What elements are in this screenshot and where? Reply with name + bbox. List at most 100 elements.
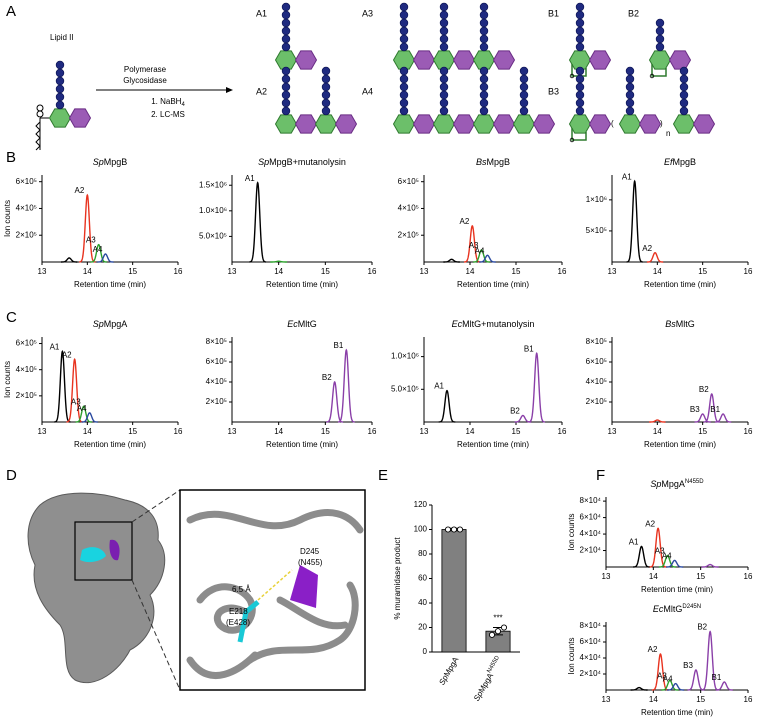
distance-label: 6.5 Å	[232, 585, 251, 594]
title-rest: MpgA	[477, 671, 496, 694]
amino-acid	[281, 82, 291, 92]
peak	[61, 257, 78, 263]
y-tick-label: 2×10⁵	[16, 391, 37, 400]
sugar	[618, 114, 642, 134]
amino-acid	[321, 66, 331, 76]
y-tick-label: 4×10⁵	[16, 365, 37, 374]
amino-acid	[625, 82, 635, 92]
x-tick-label: 16	[368, 267, 377, 276]
amino-acid	[655, 18, 665, 28]
sugar	[274, 114, 298, 134]
sugar	[452, 114, 476, 134]
amino-acid	[399, 66, 409, 76]
distance-line	[257, 569, 293, 601]
amino-acid	[281, 26, 291, 36]
title-rest: MpgA	[661, 479, 685, 489]
step-sub: 4	[181, 102, 185, 108]
peak	[54, 349, 71, 423]
amino-acid	[679, 90, 689, 100]
sugar	[512, 114, 536, 134]
x-axis-label: Retention time (min)	[457, 280, 529, 289]
peak-label: A3	[657, 672, 667, 681]
amino-acid	[281, 106, 291, 116]
phosphate	[36, 104, 44, 112]
amino-acid	[625, 66, 635, 76]
product-label: B2	[628, 8, 639, 18]
amino-acid	[625, 106, 635, 116]
peak-label: B2	[697, 623, 707, 632]
x-tick-label: 15	[321, 427, 330, 436]
peak-label: A1	[622, 172, 632, 181]
y-tick-label: 120	[414, 500, 428, 509]
peak-label: B2	[322, 373, 332, 382]
peak-label: A1	[50, 342, 60, 351]
x-tick-label: 14	[466, 267, 475, 276]
peak	[270, 260, 288, 263]
amino-acid	[655, 26, 665, 36]
enzyme-label: Glycosidase	[123, 76, 167, 85]
x-tick-label: 13	[608, 427, 617, 436]
x-tick-label: 14	[649, 572, 658, 581]
sugar	[334, 114, 358, 134]
amino-acid	[281, 90, 291, 100]
amino-acid	[479, 2, 489, 12]
y-tick-label: 5.0×10⁵	[199, 232, 227, 241]
amino-acid	[575, 82, 585, 92]
sugar	[472, 114, 496, 134]
title-italic: Sp	[650, 479, 661, 489]
peak	[632, 545, 651, 568]
peak-label: B3	[690, 405, 700, 414]
amino-acid	[399, 42, 409, 52]
amino-acid	[479, 42, 489, 52]
y-axis-label: Ion counts	[3, 200, 12, 237]
x-tick-label: 13	[38, 267, 47, 276]
x-axis-label: Retention time (min)	[74, 440, 146, 449]
phosphate	[36, 110, 44, 118]
title-rest: MltG+mutanolysin	[462, 319, 534, 329]
amino-acid	[55, 76, 65, 86]
title-italic: Bs	[665, 319, 676, 329]
significance: ***	[493, 614, 502, 623]
amino-acid	[575, 2, 585, 12]
amino-acid	[479, 26, 489, 36]
peak-label: A3	[469, 241, 479, 250]
title: EcMltG+mutanolysin	[452, 319, 535, 329]
amino-acid	[479, 66, 489, 76]
title: BsMltG	[665, 319, 695, 329]
y-tick-label: 6×10⁵	[16, 339, 37, 348]
peak-label: A4	[77, 404, 87, 413]
x-tick-label: 16	[744, 572, 753, 581]
sugar	[672, 114, 696, 134]
data-point	[500, 624, 508, 631]
x-axis-label: Retention time (min)	[644, 280, 716, 289]
y-tick-label: 8×10⁵	[586, 337, 607, 346]
amino-acid	[321, 82, 331, 92]
x-tick-label: 16	[558, 267, 567, 276]
y-tick-label: 4×10⁵	[398, 204, 419, 213]
amino-acid	[399, 26, 409, 36]
peak-label: B2	[510, 407, 520, 416]
y-tick-label: 2×10⁴	[580, 669, 602, 678]
y-tick-label: 4×10⁵	[206, 377, 227, 386]
residue-label: (N455)	[298, 558, 323, 567]
x-tick-label: 15	[696, 572, 705, 581]
x-tick-label: 16	[174, 427, 183, 436]
sugar	[588, 50, 612, 70]
peak-label: A4	[93, 245, 103, 254]
amino-acid	[55, 100, 65, 110]
bracket: (	[611, 119, 614, 128]
peak-label: A3	[86, 236, 96, 245]
sugar	[588, 114, 612, 134]
product-label: A3	[362, 8, 373, 18]
peak	[326, 381, 344, 423]
x-tick-label: 14	[274, 427, 283, 436]
amino-acid	[281, 42, 291, 52]
amino-acid	[625, 98, 635, 108]
peak	[337, 348, 355, 423]
amino-acid	[439, 34, 449, 44]
amino-acid	[519, 106, 529, 116]
title-italic: Ec	[653, 604, 664, 614]
amino-acid	[281, 34, 291, 44]
y-tick-label: 5.0×10⁵	[391, 384, 419, 393]
